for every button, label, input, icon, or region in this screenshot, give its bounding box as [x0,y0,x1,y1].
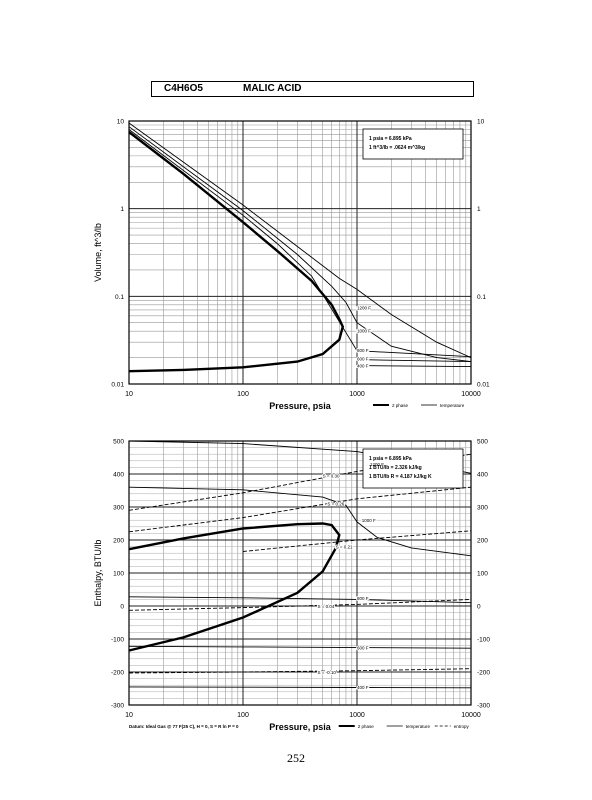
series-label: 600 F [357,357,369,362]
x-tick-label: 10 [125,391,133,398]
y-tick-label: 300 [113,505,124,512]
series-line-2-9 [128,598,472,611]
x-tick-label: 100 [237,391,249,398]
series-line-1-1 [128,122,472,359]
y-tick-label: -100 [111,637,124,644]
conversion-notes-box [362,448,464,489]
series-label: 400 F [357,685,369,690]
x-tick-label: 10000 [461,391,481,398]
y-tick-label-right: 1 [477,206,481,213]
y-tick-label: 0 [120,604,124,611]
chart-2 [128,440,472,727]
compound-name: MALIC ACID [243,83,302,94]
series-line-2-2 [128,486,472,557]
page-number: 252 [287,751,305,765]
chemical-formula: C4H6O5 [164,83,203,94]
y-axis-label: Enthalpy, BTU/lb [93,540,103,607]
x-tick-label: 10000 [461,712,481,719]
series-label: S = 0.04 [317,604,334,609]
conversion-note: 1 ft^3/lb = .0624 m^3/kg [369,145,425,151]
y-tick-label: 0.01 [111,382,124,389]
conversion-note: 1 psia = 6.895 kPa [369,136,412,142]
y-tick-label-right: 10 [477,119,485,126]
y-tick-label-right: -300 [477,703,490,710]
series-line-1-2 [128,126,472,363]
series-label: 1200 F [370,462,384,467]
series-label: 1000 F [362,518,376,523]
y-tick-label: 1 [120,206,124,213]
chart-1 [128,120,472,406]
legend-label: 2 phase [392,403,409,408]
y-axis-label: Volume, ft^3/lb [93,223,103,282]
series-line-2-0 [128,522,341,652]
x-axis-label: Pressure, psia [269,401,332,411]
y-tick-label: 100 [113,571,124,578]
y-tick-label-right: 0.1 [477,294,486,301]
legend-label: 2 phase [358,724,375,729]
series-label: 1200 F [357,305,371,310]
series-line-2-3 [128,596,472,604]
series-label: 800 F [357,348,369,353]
series-label: S = 0.21 [336,545,353,550]
series-label: 1000 F [357,328,371,333]
series-line-2-4 [128,645,472,649]
x-axis-label: Pressure, psia [269,722,332,732]
conversion-notes-box [362,128,464,160]
y-tick-label: 10 [117,119,125,126]
x-tick-label: 100 [237,712,249,719]
y-tick-label-right: -200 [477,670,490,677]
conversion-note: 1 BTU/lb = 2.326 kJ/kg [369,465,422,471]
series-line-2-8 [242,530,472,552]
y-tick-label: -200 [111,670,124,677]
y-tick-label-right: -100 [477,637,490,644]
footnote: Datum: Ideal Gas @ 77 F(25 C), H = 0, S … [129,724,239,729]
y-tick-label: 200 [113,538,124,545]
series-line-1-4 [356,359,472,363]
y-tick-label-right: 0.01 [477,382,490,389]
chart-title-box: C4H6O5 MALIC ACID [151,81,474,97]
x-tick-label: 10 [125,712,133,719]
y-tick-label: -300 [111,703,124,710]
y-tick-label-right: 200 [477,538,488,545]
y-tick-label-right: 400 [477,472,488,479]
legend-label: temperature [406,724,431,729]
y-tick-label: 500 [113,439,124,446]
series-line-2-7 [128,486,472,533]
series-line-2-10 [128,668,472,674]
plot-frame [128,440,472,706]
x-tick-label: 1000 [349,391,365,398]
y-tick-label: 400 [113,472,124,479]
series-label: 800 F [357,596,369,601]
series-label: 400 F [357,364,369,369]
y-tick-label-right: 500 [477,439,488,446]
y-tick-label: 0.1 [115,294,124,301]
series-label: S = 0.26 [327,502,344,507]
series-label: 600 F [357,645,369,650]
series-line-1-0 [128,131,345,373]
conversion-note: 1 psia = 6.895 kPa [369,456,412,462]
series-label: S = -0.10 [317,670,336,675]
series-line-1-3 [128,129,472,358]
conversion-note: 1 BTU/lb R = 4.187 kJ/kg K [369,474,432,480]
y-tick-label-right: 0 [477,604,481,611]
y-tick-label-right: 100 [477,571,488,578]
series-label: S = 0.30 [323,474,340,479]
series-line-1-5 [356,365,472,368]
x-tick-label: 1000 [349,712,365,719]
legend-label: entropy [454,724,470,729]
legend-label: temperature [440,403,465,408]
plot-frame [128,120,472,385]
series-line-2-5 [128,686,472,689]
y-tick-label-right: 300 [477,505,488,512]
